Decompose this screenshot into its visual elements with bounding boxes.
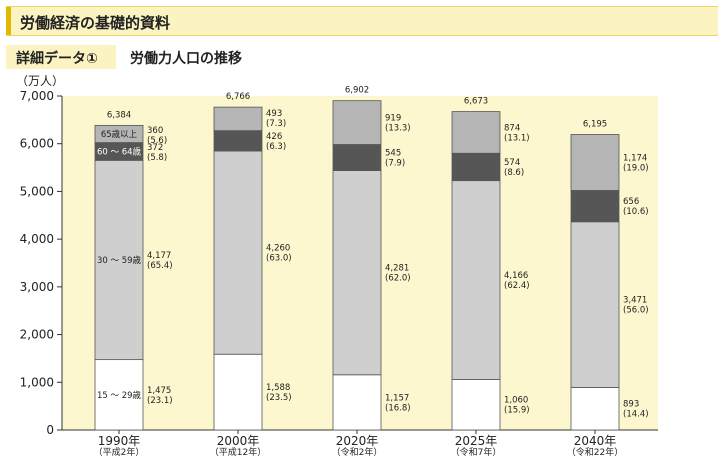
y-tick-label: 5,000 (20, 184, 54, 198)
segment-value-label: 574 (504, 158, 520, 168)
bar-segment (213, 130, 263, 152)
series-label-30-59: 30 ～ 59歳 (97, 255, 142, 266)
x-tick-sublabel: （平成2年） (94, 446, 145, 456)
x-tick-sublabel: （平成12年） (210, 446, 266, 456)
series-label-60-64: 60 ～ 64歳 (97, 146, 142, 157)
x-tick-label: 1990年 (98, 434, 141, 448)
segment-pct-label: (5.6) (147, 136, 167, 146)
bar-segment (451, 180, 501, 380)
bar-total-label: 6,384 (107, 110, 131, 120)
y-tick-label: 1,000 (20, 375, 54, 389)
header-bar: 労働経済の基礎的資料 (6, 6, 718, 36)
segment-value-label: 1,475 (147, 386, 171, 396)
segment-value-label: 493 (266, 109, 282, 119)
bar-segment (451, 379, 501, 431)
segment-pct-label: (62.0) (385, 274, 411, 284)
bar-total-label: 6,673 (464, 97, 488, 107)
segment-value-label: 4,260 (266, 244, 290, 254)
series-label-15-29: 15 ～ 29歳 (97, 390, 142, 401)
chart-subtitle: 労働力人口の推移 (130, 51, 242, 67)
x-tick-sublabel: （令和2年） (332, 446, 383, 456)
bar-total-label: 6,902 (345, 86, 369, 96)
segment-pct-label: (63.0) (266, 254, 292, 264)
segment-pct-label: (7.9) (385, 159, 405, 169)
x-tick-label: 2000年 (217, 434, 260, 448)
page-title: 労働経済の基礎的資料 (20, 14, 171, 32)
segment-value-label: 1,174 (623, 153, 647, 163)
bar-segment (213, 106, 263, 132)
y-tick-label: 7,000 (20, 89, 54, 103)
segment-value-label: 4,281 (385, 264, 409, 274)
segment-pct-label: (65.4) (147, 261, 173, 271)
x-tick-sublabel: （令和22年） (567, 446, 623, 456)
y-tick-label: 3,000 (20, 280, 54, 294)
segment-value-label: 893 (623, 400, 639, 410)
segment-pct-label: (7.3) (266, 119, 286, 129)
segment-value-label: 3,471 (623, 296, 647, 306)
segment-value-label: 919 (385, 114, 401, 124)
bar-segment (451, 111, 501, 154)
segment-pct-label: (13.1) (504, 133, 530, 143)
segment-pct-label: (56.0) (623, 306, 649, 316)
bar-segment (570, 221, 620, 388)
bar-segment (213, 150, 263, 355)
segment-value-label: 4,177 (147, 251, 171, 261)
segment-value-label: 874 (504, 123, 520, 133)
segment-pct-label: (5.8) (147, 153, 167, 163)
segment-pct-label: (23.1) (147, 396, 173, 406)
bar-segment (570, 190, 620, 223)
bar-segment (332, 374, 382, 431)
segment-pct-label: (14.4) (623, 410, 649, 420)
segment-value-label: 4,166 (504, 271, 528, 281)
segment-pct-label: (8.6) (504, 168, 524, 178)
segment-pct-label: (16.8) (385, 403, 411, 413)
segment-value-label: 1,060 (504, 396, 528, 406)
x-tick-label: 2025年 (455, 434, 498, 448)
segment-pct-label: (6.3) (266, 142, 286, 152)
segment-pct-label: (13.3) (385, 124, 411, 134)
detail-tag: 詳細データ① (6, 45, 116, 69)
bar-segment (94, 159, 144, 361)
series-label-65-plus: 65歳以上 (101, 129, 138, 140)
segment-pct-label: (19.0) (623, 163, 649, 173)
y-tick-label: 2,000 (20, 328, 54, 342)
bar-segment (332, 100, 382, 145)
segment-value-label: 1,157 (385, 393, 409, 403)
x-tick-label: 2020年 (336, 434, 379, 448)
segment-value-label: 545 (385, 149, 401, 159)
y-tick-label: 0 (46, 423, 54, 437)
bar-total-label: 6,766 (226, 92, 250, 102)
x-tick-sublabel: （令和7年） (451, 446, 502, 456)
segment-value-label: 1,588 (266, 383, 290, 393)
bar-segment (570, 386, 620, 431)
y-tick-label: 4,000 (20, 232, 54, 246)
bar-total-label: 6,195 (583, 119, 607, 129)
segment-value-label: 426 (266, 132, 282, 142)
bar-segment (332, 170, 382, 376)
segment-pct-label: (15.9) (504, 406, 530, 416)
x-tick-label: 2040年 (574, 434, 617, 448)
segment-value-label: 372 (147, 143, 163, 153)
bar-segment (94, 124, 144, 143)
segment-value-label: 360 (147, 126, 163, 136)
segment-pct-label: (23.5) (266, 393, 292, 403)
bar-segment (451, 152, 501, 182)
detail-tag-label: 詳細データ① (16, 51, 98, 67)
segment-value-label: 656 (623, 197, 639, 207)
bar-segment (570, 134, 620, 191)
segment-pct-label: (62.4) (504, 281, 530, 291)
bar-segment (213, 353, 263, 431)
segment-pct-label: (10.6) (623, 207, 649, 217)
bar-segment (332, 144, 382, 171)
y-tick-label: 6,000 (20, 137, 54, 151)
y-axis-label: （万人） (16, 74, 64, 88)
